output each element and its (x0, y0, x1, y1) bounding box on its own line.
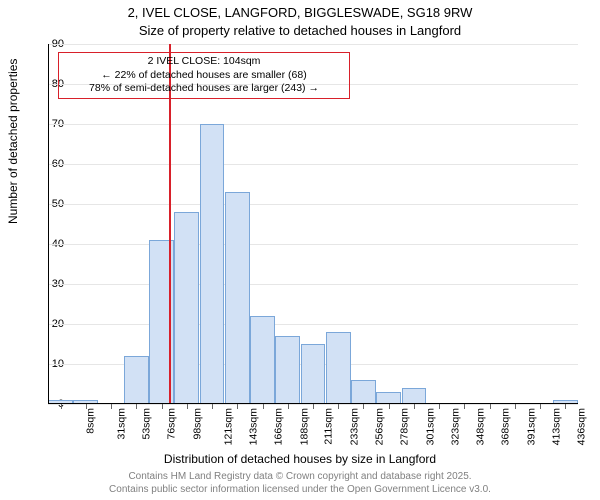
xtick-mark (338, 404, 339, 409)
bar (275, 336, 300, 404)
bar (402, 388, 427, 404)
xtick-mark (288, 404, 289, 409)
annotation-line2: ← 22% of detached houses are smaller (68… (65, 69, 343, 83)
footer: Contains HM Land Registry data © Crown c… (0, 470, 600, 496)
yaxis-line (48, 44, 49, 404)
xtick-mark (490, 404, 491, 409)
xtick-mark (263, 404, 264, 409)
xtick-label: 301sqm (424, 408, 436, 445)
xtick-label: 278sqm (399, 408, 411, 445)
bar (351, 380, 376, 404)
xtick-label: 436sqm (576, 408, 588, 445)
xtick-label: 8sqm (84, 408, 96, 434)
title-line2: Size of property relative to detached ho… (0, 22, 600, 40)
xtick-label: 31sqm (115, 408, 127, 440)
xtick-mark (61, 404, 62, 409)
bar (174, 212, 199, 404)
yaxis-label: Number of detached properties (6, 59, 20, 224)
xtick-mark (540, 404, 541, 409)
xtick-mark (414, 404, 415, 409)
xtick-label: 188sqm (298, 408, 310, 445)
footer-line1: Contains HM Land Registry data © Crown c… (0, 470, 600, 483)
annotation-line3: 78% of semi-detached houses are larger (… (65, 82, 343, 96)
xtick-label: 53sqm (141, 408, 153, 440)
xtick-mark (136, 404, 137, 409)
bar (200, 124, 225, 404)
xtick-mark (237, 404, 238, 409)
plot-area: 2 IVEL CLOSE: 104sqm ← 22% of detached h… (48, 44, 578, 404)
annotation-box: 2 IVEL CLOSE: 104sqm ← 22% of detached h… (58, 52, 350, 99)
xtick-label: 413sqm (550, 408, 562, 445)
bar (225, 192, 250, 404)
xtick-mark (464, 404, 465, 409)
annotation-line1: 2 IVEL CLOSE: 104sqm (65, 55, 343, 69)
bar (124, 356, 149, 404)
title-line1: 2, IVEL CLOSE, LANGFORD, BIGGLESWADE, SG… (0, 4, 600, 22)
xtick-label: 98sqm (191, 408, 203, 440)
xtick-label: 211sqm (322, 408, 334, 445)
xtick-label: 233sqm (348, 408, 360, 445)
xtick-mark (212, 404, 213, 409)
xtick-mark (439, 404, 440, 409)
xtick-mark (111, 404, 112, 409)
bar (326, 332, 351, 404)
xtick-mark (565, 404, 566, 409)
xaxis-label: Distribution of detached houses by size … (0, 452, 600, 466)
xtick-label: 76sqm (166, 408, 178, 440)
chart-container: 2, IVEL CLOSE, LANGFORD, BIGGLESWADE, SG… (0, 0, 600, 500)
xtick-label: 121sqm (222, 408, 234, 445)
footer-line2: Contains public sector information licen… (0, 483, 600, 496)
bar (301, 344, 326, 404)
xtick-label: 323sqm (449, 408, 461, 445)
xtick-mark (187, 404, 188, 409)
xtick-mark (389, 404, 390, 409)
xtick-mark (162, 404, 163, 409)
bar (250, 316, 275, 404)
title-block: 2, IVEL CLOSE, LANGFORD, BIGGLESWADE, SG… (0, 0, 600, 39)
xtick-mark (515, 404, 516, 409)
xtick-mark (363, 404, 364, 409)
xtick-label: 391sqm (525, 408, 537, 445)
xtick-label: 368sqm (500, 408, 512, 445)
xtick-label: 143sqm (247, 408, 259, 445)
xtick-label: 256sqm (374, 408, 386, 445)
xtick-label: 348sqm (475, 408, 487, 445)
xtick-label: 166sqm (273, 408, 285, 445)
xtick-mark (313, 404, 314, 409)
